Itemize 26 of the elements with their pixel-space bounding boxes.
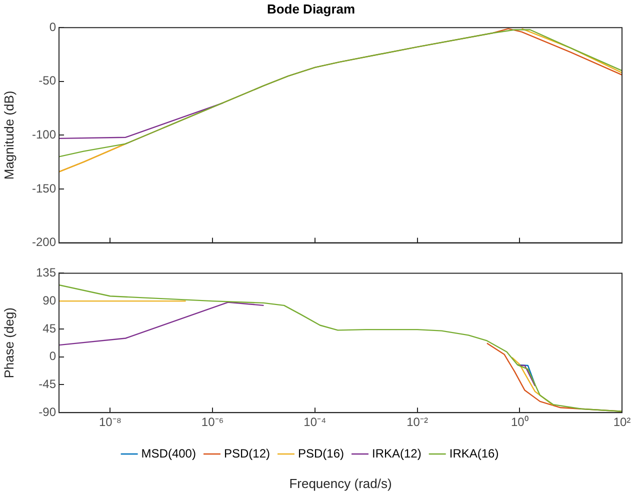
legend-label: PSD(12) <box>224 446 270 460</box>
chart-title: Bode Diagram <box>266 1 356 16</box>
x-axis-title: Frequency (rad/s) <box>288 476 393 491</box>
y-axis-title: Phase (deg) <box>1 307 16 378</box>
y-tick-label: -150 <box>32 181 56 196</box>
y-tick-label: 135 <box>36 266 56 280</box>
y-tick-label: -50 <box>38 74 56 88</box>
y-axis-title: Magnitude (dB) <box>1 90 16 180</box>
y-tick-label: -100 <box>32 128 56 142</box>
legend-label: PSD(16) <box>298 446 344 460</box>
x-tick-label: 10² <box>613 415 631 430</box>
legend-label: IRKA(12) <box>372 446 422 460</box>
x-tick-label: 10⁰ <box>510 415 528 430</box>
x-tick-label: 10⁻⁴ <box>304 415 326 430</box>
legend-label: MSD(400) <box>141 446 196 460</box>
y-tick-label: -45 <box>38 377 56 392</box>
x-tick-label: 10⁻⁶ <box>201 415 224 430</box>
x-tick-label: 10⁻⁸ <box>98 415 122 430</box>
y-tick-label: 0 <box>49 20 56 34</box>
y-tick-label: 90 <box>42 293 56 308</box>
y-tick-label: -90 <box>38 404 56 419</box>
y-tick-label: 45 <box>42 321 56 336</box>
legend-label: IRKA(16) <box>449 446 499 460</box>
y-tick-label: -200 <box>32 235 56 250</box>
y-tick-label: 0 <box>49 349 56 364</box>
x-tick-label: 10⁻² <box>406 415 428 430</box>
